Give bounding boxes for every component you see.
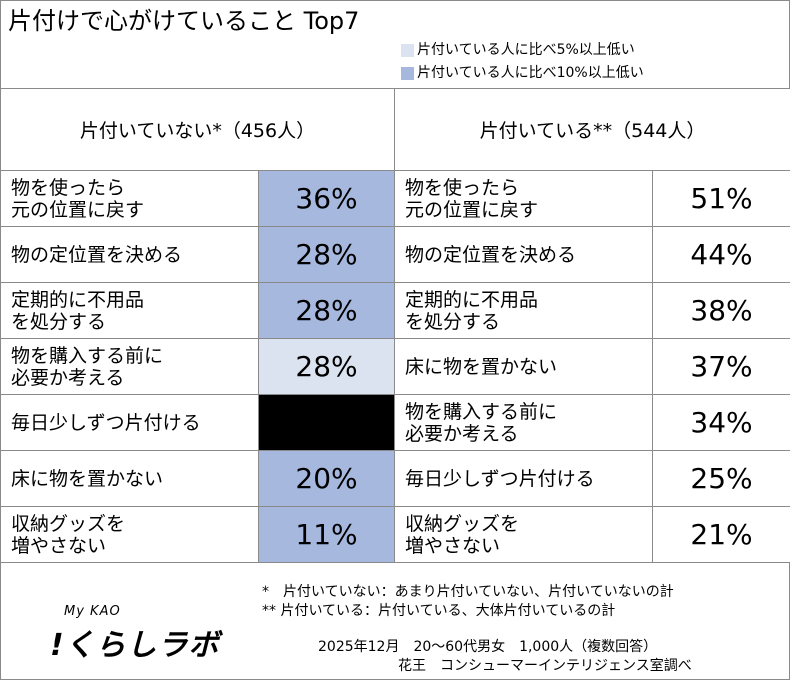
row-label: 定期的に不用品 を処分する — [394, 282, 654, 339]
row-label-line: 物を購入する前に — [11, 344, 164, 367]
row-label-line: 元の位置に戻す — [11, 198, 145, 221]
row-label: 収納グッズを 増やさない — [394, 506, 654, 563]
row-label-line: 毎日少しずつ片付ける — [11, 411, 201, 434]
row-label: 毎日少しずつ片付ける — [0, 394, 259, 451]
left-column-header: 片付いていない*（456人） — [0, 88, 396, 171]
row-value: 38% — [652, 282, 790, 339]
table-row: 毎日少しずつ片付ける 物を購入する前に 必要か考える 34% — [0, 394, 790, 451]
row-label-line: 床に物を置かない — [11, 467, 164, 490]
row-label: 床に物を置かない — [0, 450, 259, 507]
row-label-line: 収納グッズを — [11, 512, 126, 535]
row-value: 28% — [257, 338, 396, 395]
comparison-table: 片付いていない*（456人） 片付いている**（544人） 物を使ったら 元の位置… — [0, 88, 790, 563]
row-label-line: 増やさない — [11, 534, 107, 557]
row-value: 44% — [652, 226, 790, 283]
table-row: 収納グッズを 増やさない 11% 収納グッズを 増やさない 21% — [0, 506, 790, 563]
row-value: 28% — [257, 282, 396, 339]
row-value: 20% — [257, 450, 396, 507]
row-label: 物の定位置を決める — [0, 226, 259, 283]
row-label: 物を使ったら 元の位置に戻す — [0, 170, 259, 227]
row-label-line: 物を使ったら — [405, 176, 520, 199]
row-label-line: 収納グッズを — [405, 512, 520, 535]
legend-swatch-light — [401, 43, 414, 57]
row-label-line: 物の定位置を決める — [11, 243, 183, 266]
row-label-line: 物を使ったら — [11, 176, 126, 199]
row-value: 28% — [257, 226, 396, 283]
brand-mykao: My KAO — [64, 604, 121, 619]
row-value: 21% — [652, 506, 790, 563]
legend-label: 片付いている人に比べ5%以上低い — [417, 42, 635, 58]
brand-kurashilabo: !くらしラボ — [50, 628, 220, 663]
legend-label: 片付いている人に比べ10%以上低い — [417, 65, 644, 81]
table-row: 定期的に不用品 を処分する 28% 定期的に不用品 を処分する 38% — [0, 282, 790, 339]
row-label-line: 定期的に不用品 — [405, 288, 539, 311]
row-label: 物を使ったら 元の位置に戻す — [394, 170, 654, 227]
table-body: 物を使ったら 元の位置に戻す 36% 物を使ったら 元の位置に戻す 51% 物の定位置を決め… — [0, 170, 790, 563]
table-row: 物を使ったら 元の位置に戻す 36% 物を使ったら 元の位置に戻す 51% — [0, 170, 790, 227]
table-row: 物を購入する前に 必要か考える 28% 床に物を置かない 37% — [0, 338, 790, 395]
legend-item-10pct: 片付いている人に比べ10%以上低い — [401, 63, 644, 83]
row-value — [257, 394, 396, 451]
row-label-line: 元の位置に戻す — [405, 198, 539, 221]
table-row: 物の定位置を決める 28% 物の定位置を決める 44% — [0, 226, 790, 283]
row-label-line: 定期的に不用品 — [11, 288, 145, 311]
row-label-line: 毎日少しずつ片付ける — [405, 467, 595, 490]
row-value: 51% — [652, 170, 790, 227]
row-label-line: を処分する — [405, 310, 501, 333]
row-label-line: 必要か考える — [11, 366, 125, 389]
row-label-line: 物を購入する前に — [405, 400, 558, 423]
row-value: 36% — [257, 170, 396, 227]
row-label-line: 物の定位置を決める — [405, 243, 577, 266]
table-row: 床に物を置かない 20% 毎日少しずつ片付ける 25% — [0, 450, 790, 507]
row-label-line: 増やさない — [405, 534, 501, 557]
row-label-line: 必要か考える — [405, 422, 519, 445]
row-label: 物を購入する前に 必要か考える — [0, 338, 259, 395]
row-label: 床に物を置かない — [394, 338, 654, 395]
footnote-2: ** 片付いている：片付いている、大体片付いているの計 — [262, 603, 616, 619]
legend-item-5pct: 片付いている人に比べ5%以上低い — [401, 40, 635, 60]
row-label: 物の定位置を決める — [394, 226, 654, 283]
row-value: 11% — [257, 506, 396, 563]
legend-swatch-mid — [401, 66, 414, 80]
row-label-line: を処分する — [11, 310, 107, 333]
right-column-header: 片付いている**（544人） — [394, 88, 790, 171]
row-value: 34% — [652, 394, 790, 451]
row-value: 37% — [652, 338, 790, 395]
row-label: 収納グッズを 増やさない — [0, 506, 259, 563]
row-value: 25% — [652, 450, 790, 507]
footnote-1: * 片付いていない：あまり片付いていない、片付いていないの計 — [262, 584, 674, 600]
row-label: 毎日少しずつ片付ける — [394, 450, 654, 507]
row-label: 定期的に不用品 を処分する — [0, 282, 259, 339]
row-label-line: 床に物を置かない — [405, 355, 558, 378]
chart-title: 片付けで心がけていること Top7 — [8, 7, 360, 35]
survey-note: 2025年12月 20～60代男女 1,000人（複数回答） — [318, 639, 658, 655]
source-note: 花王 コンシューマーインテリジェンス室調べ — [398, 658, 692, 674]
row-label: 物を購入する前に 必要か考える — [394, 394, 654, 451]
